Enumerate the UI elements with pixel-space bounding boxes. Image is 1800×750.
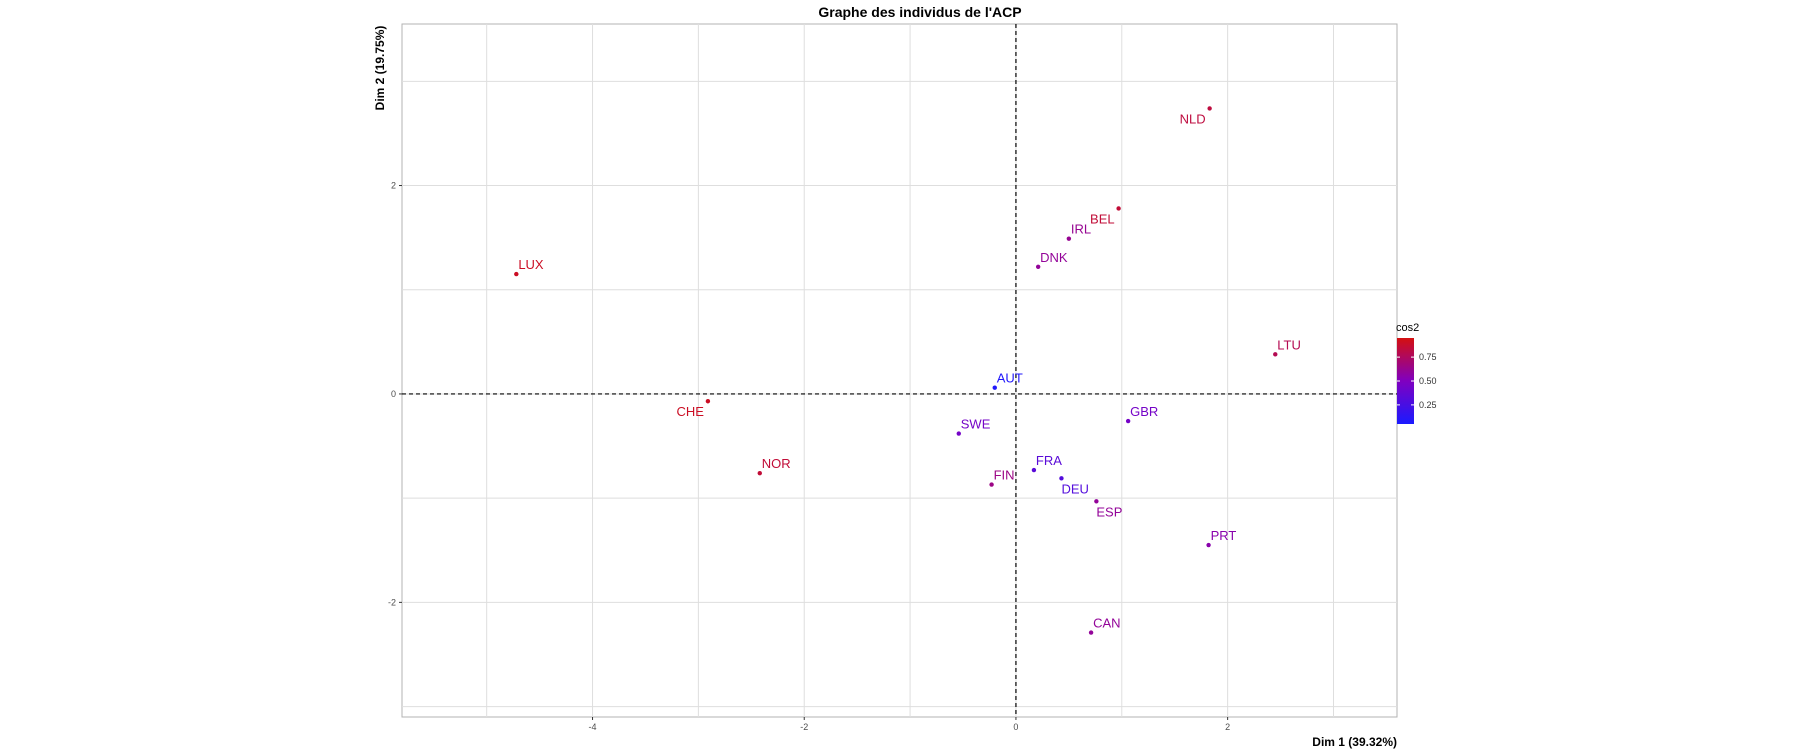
y-tick-label: 2: [391, 181, 396, 191]
point-label-fra: FRA: [1036, 453, 1062, 468]
legend-color-bar: [1397, 338, 1414, 424]
point-nld: [1207, 106, 1212, 111]
chart-title: Graphe des individus de l'ACP: [818, 4, 1021, 20]
point-irl: [1066, 236, 1072, 241]
x-axis-ticks: -4 -2 0 2: [589, 717, 1230, 732]
point-aut: [992, 385, 997, 390]
point-deu: [1059, 476, 1064, 481]
color-legend: cos2 0.25 0.50 0.75: [1396, 322, 1437, 424]
point-label-lux: LUX: [518, 257, 544, 272]
point-label-dnk: DNK: [1040, 250, 1068, 265]
point-esp: [1094, 499, 1099, 504]
point-swe: [956, 431, 961, 436]
legend-ticks: 0.25 0.50 0.75: [1397, 352, 1437, 410]
y-tick-label: 0: [391, 389, 396, 399]
point-fin: [989, 482, 994, 487]
point-label-swe: SWE: [961, 417, 991, 432]
point-lux: [514, 271, 519, 277]
point-nor: [757, 470, 762, 476]
point-label-bel: BEL: [1090, 211, 1115, 226]
point-ltu: [1273, 352, 1278, 357]
point-label-aut: AUT: [997, 371, 1023, 386]
point-prt: [1206, 542, 1211, 548]
point-label-ltu: LTU: [1277, 337, 1301, 352]
point-label-esp: ESP: [1096, 504, 1122, 519]
legend-tick-label: 0.75: [1419, 352, 1437, 362]
legend-tick-label: 0.25: [1419, 400, 1437, 410]
x-tick-label: 2: [1225, 722, 1230, 732]
y-axis-ticks: -2 0 2: [388, 181, 402, 607]
point-can: [1088, 630, 1094, 635]
x-tick-label: 0: [1013, 722, 1018, 732]
legend-tick-label: 0.50: [1419, 376, 1437, 386]
x-tick-label: -2: [800, 722, 808, 732]
point-label-gbr: GBR: [1130, 404, 1158, 419]
point-label-prt: PRT: [1211, 528, 1237, 543]
point-label-deu: DEU: [1061, 481, 1088, 496]
point-dnk: [1035, 264, 1041, 270]
point-che: [705, 399, 711, 404]
x-axis-label: Dim 1 (39.32%): [1312, 735, 1397, 749]
point-label-irl: IRL: [1071, 222, 1091, 237]
x-tick-label: -4: [589, 722, 597, 732]
point-gbr: [1125, 418, 1131, 424]
point-label-che: CHE: [676, 404, 704, 419]
y-axis-label: Dim 2 (19.75%): [373, 26, 387, 111]
y-tick-label: -2: [388, 597, 396, 607]
point-label-fin: FIN: [994, 468, 1015, 483]
plot-panel-border: [401, 23, 1398, 718]
point-label-nor: NOR: [762, 456, 791, 471]
point-bel: [1116, 206, 1121, 211]
point-label-nld: NLD: [1180, 111, 1206, 126]
point-fra: [1031, 467, 1037, 473]
legend-title: cos2: [1396, 322, 1419, 334]
reference-lines: [402, 24, 1397, 717]
point-label-can: CAN: [1093, 616, 1120, 631]
